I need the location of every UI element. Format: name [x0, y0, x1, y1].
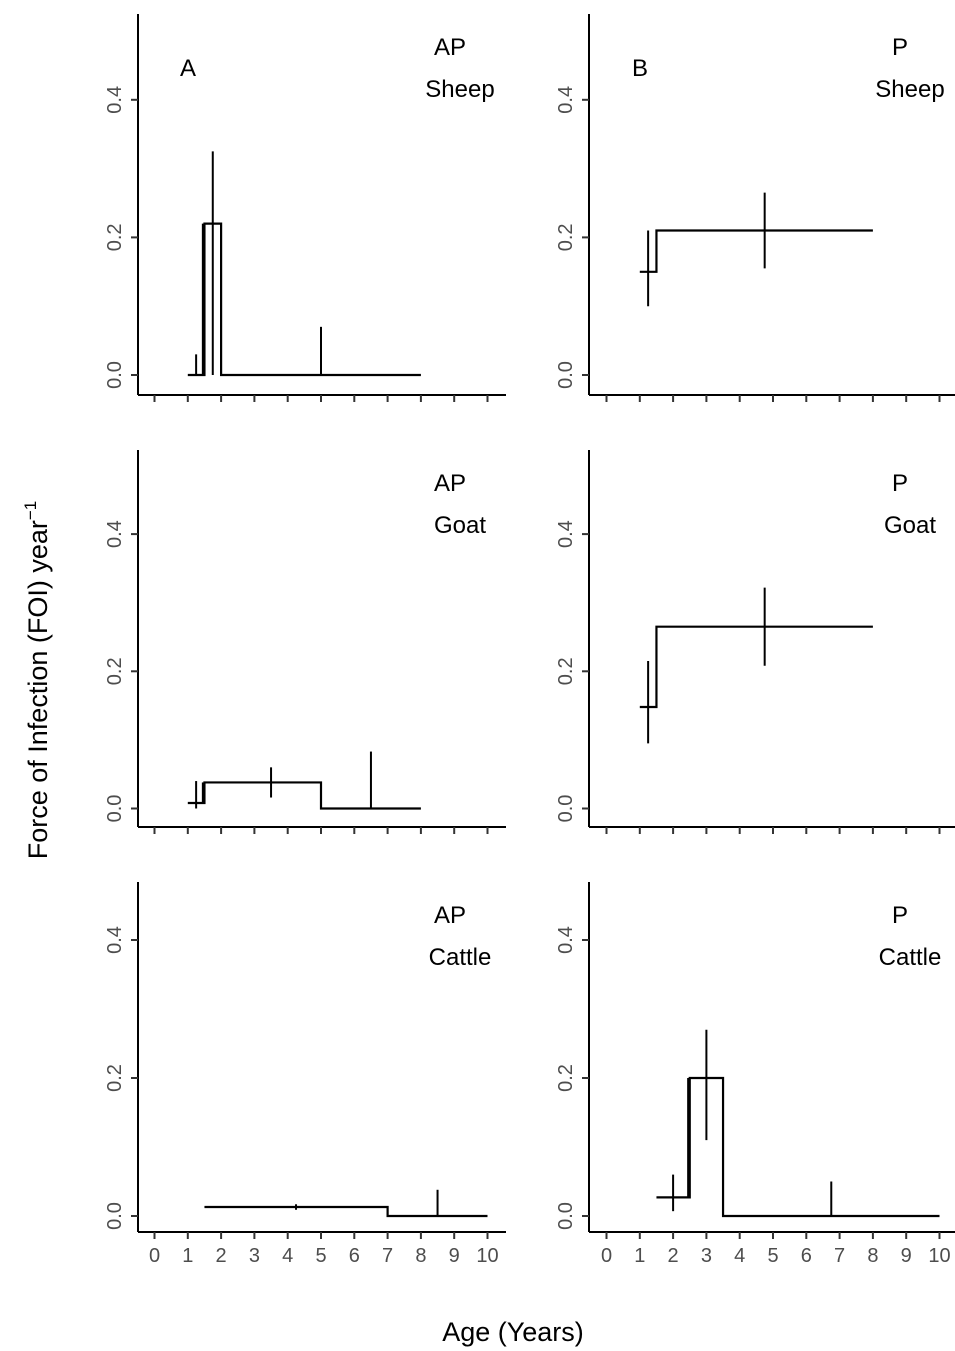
- y-tick-label: 0.0: [104, 361, 126, 389]
- x-tick-label: 2: [668, 1245, 679, 1267]
- panel-letter: B: [632, 55, 648, 82]
- x-tick-label: 2: [216, 1245, 227, 1267]
- panel-p-goat: 0.0 0.2 0.4 P Goat: [555, 450, 955, 834]
- y-tick-label: 0.2: [555, 657, 577, 685]
- x-tick-label: 6: [801, 1245, 812, 1267]
- y-tick-label: 0.2: [104, 1064, 126, 1092]
- y-tick-label: 0.4: [104, 926, 126, 954]
- y-tick-label: 0.4: [104, 86, 126, 114]
- panel-letter: A: [180, 55, 196, 82]
- panel-ap-cattle: 0.0 0.2 0.4 0 1 2 3 4 5 6 7 8 9 10 AP Cattle: [104, 882, 506, 1267]
- panels: 0.00.20.4AAPSheep0.00.20.4BPSheep0.00.20…: [104, 14, 955, 1267]
- foi-step-line: [204, 1205, 488, 1218]
- y-tick-label: 0.0: [104, 795, 126, 823]
- panel-ap-sheep: 0.0 0.2 0.4 A AP Sheep: [104, 14, 506, 402]
- panel-group-label: AP: [434, 470, 466, 497]
- x-tick-label: 0: [149, 1245, 160, 1267]
- panel-p-cattle: 0.0 0.2 0.4 0 1 2 3 4 5 6 7 8 9 10 P Cattle: [555, 882, 955, 1267]
- x-tick-label: 7: [382, 1245, 393, 1267]
- x-tick-label: 9: [901, 1245, 912, 1267]
- panel-group-label: P: [892, 34, 908, 61]
- x-tick-label: 7: [834, 1245, 845, 1267]
- y-tick-label: 0.2: [555, 1064, 577, 1092]
- panel-group-label: P: [892, 470, 908, 497]
- x-tick-label: 4: [282, 1245, 293, 1267]
- x-tick-label: 5: [767, 1245, 778, 1267]
- y-axis-title: Force of Infection (FOI) year−1: [21, 501, 53, 860]
- panel-group-label: P: [892, 902, 908, 929]
- panel-species-label: Goat: [434, 512, 486, 539]
- x-tick-label: 8: [867, 1245, 878, 1267]
- panel-ap-goat: 0.0 0.2 0.4 AP Goat: [104, 450, 506, 834]
- x-tick-label: 3: [701, 1245, 712, 1267]
- x-tick-label: 5: [315, 1245, 326, 1267]
- x-tick-label: 1: [634, 1245, 645, 1267]
- y-tick-label: 0.0: [104, 1202, 126, 1230]
- x-axis-title: Age (Years): [442, 1317, 584, 1347]
- panel-species-label: Cattle: [429, 944, 492, 971]
- panel-species-label: Cattle: [879, 944, 942, 971]
- x-tick-label: 10: [476, 1245, 498, 1267]
- x-tick-label: 0: [601, 1245, 612, 1267]
- foi-step-line: [639, 229, 873, 273]
- x-tick-label: 9: [449, 1245, 460, 1267]
- y-tick-label: 0.4: [555, 926, 577, 954]
- foi-step-line: [639, 625, 873, 709]
- panel-group-label: AP: [434, 34, 466, 61]
- panel-p-sheep: 0.0 0.2 0.4 B P Sheep: [555, 14, 955, 402]
- panel-species-label: Sheep: [875, 76, 944, 103]
- y-tick-label: 0.4: [555, 520, 577, 548]
- x-tick-label: 4: [734, 1245, 745, 1267]
- y-tick-label: 0.2: [555, 223, 577, 251]
- foi-step-line: [187, 222, 421, 377]
- y-tick-label: 0.0: [555, 361, 577, 389]
- panel-species-label: Goat: [884, 512, 936, 539]
- y-tick-label: 0.4: [555, 86, 577, 114]
- y-tick-label: 0.0: [555, 795, 577, 823]
- y-tick-label: 0.4: [104, 520, 126, 548]
- panel-group-label: AP: [434, 902, 466, 929]
- x-tick-label: 6: [349, 1245, 360, 1267]
- foi-step-line: [187, 781, 421, 810]
- y-tick-label: 0.2: [104, 223, 126, 251]
- x-tick-label: 3: [249, 1245, 260, 1267]
- x-tick-label: 1: [182, 1245, 193, 1267]
- y-tick-label: 0.0: [555, 1202, 577, 1230]
- x-tick-label: 8: [415, 1245, 426, 1267]
- x-tick-label: 10: [928, 1245, 950, 1267]
- panel-species-label: Sheep: [425, 76, 494, 103]
- y-tick-label: 0.2: [104, 657, 126, 685]
- foi-step-line: [656, 1076, 940, 1218]
